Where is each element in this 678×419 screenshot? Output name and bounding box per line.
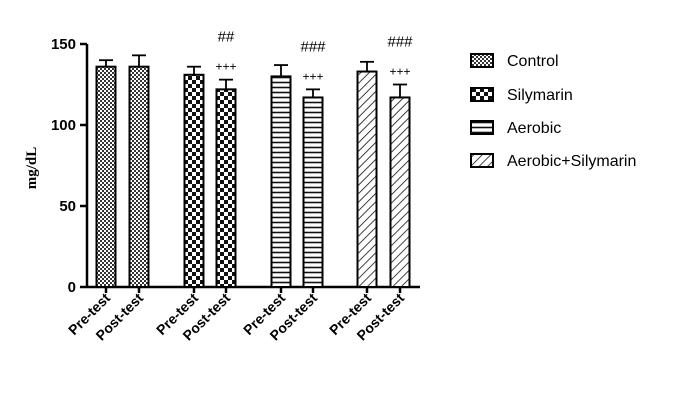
bar-aerobic-silymarin-pre-test <box>356 70 378 289</box>
legend-swatch <box>470 120 494 135</box>
y-tick-label: 150 <box>51 36 76 53</box>
bar-aerobic-silymarin-post-test <box>389 96 411 288</box>
legend-swatch <box>470 87 494 102</box>
bar-aerobic-pre-test <box>270 75 292 289</box>
bar-silymarin-pre-test <box>183 73 205 288</box>
legend-swatch <box>470 153 494 168</box>
legend-label: Aerobic+Silymarin <box>507 153 636 170</box>
y-axis-label: mg/dL <box>24 147 40 190</box>
y-axis-ticks: 0 50 100 150 <box>51 36 87 296</box>
legend-label: Control <box>507 53 559 70</box>
annotation-upper: ## <box>218 29 235 46</box>
annotation-upper: ### <box>387 34 413 51</box>
annotation-lower: +++ <box>215 60 236 74</box>
y-tick-label: 0 <box>68 279 76 296</box>
legend-label: Aerobic <box>507 120 561 137</box>
y-tick-label: 50 <box>59 198 76 215</box>
bar-control-post-test <box>128 65 150 289</box>
bar-control-pre-test <box>95 65 117 289</box>
y-tick-label: 100 <box>51 117 76 134</box>
annotation-lower: +++ <box>389 65 410 79</box>
legend: Control Silymarin Aerobic Aerobic+Silymarin <box>470 53 636 170</box>
legend-label: Silymarin <box>507 87 573 104</box>
bar-silymarin-post-test <box>215 88 237 288</box>
bars-group <box>95 54 411 289</box>
legend-swatch <box>470 53 494 68</box>
annotation-upper: ### <box>300 38 326 55</box>
annotation-lower: +++ <box>302 69 323 83</box>
y-axis-label-group: mg/dL <box>24 147 40 190</box>
significance-annotations: +++ ## +++ ### +++ ### <box>215 29 413 84</box>
bar-aerobic-post-test <box>302 96 324 288</box>
